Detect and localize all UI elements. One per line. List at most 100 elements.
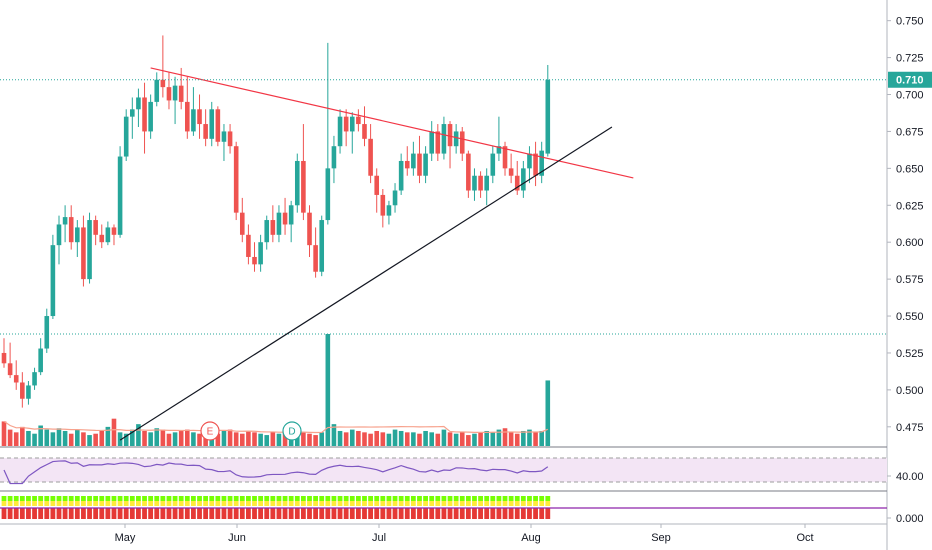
candle-body bbox=[13, 375, 19, 383]
candle-body bbox=[398, 160, 404, 191]
candle-body bbox=[123, 116, 129, 157]
oscillator-bottom-bar bbox=[13, 508, 19, 519]
oscillator-mid-bar bbox=[68, 501, 74, 506]
oscillator-mid-bar bbox=[111, 501, 117, 506]
oscillator-mid-bar bbox=[56, 501, 62, 506]
oscillator-mid-bar bbox=[166, 501, 172, 506]
oscillator-top-bar bbox=[435, 496, 441, 501]
oscillator-bottom-bar bbox=[50, 508, 56, 519]
oscillator-top-bar bbox=[93, 496, 99, 501]
volume-bar bbox=[172, 432, 178, 446]
volume-bar bbox=[392, 429, 398, 446]
oscillator-mid-bar bbox=[1, 501, 7, 506]
volume-bar bbox=[429, 432, 434, 446]
oscillator-top-bar bbox=[337, 496, 343, 501]
oscillator-bottom-bar bbox=[1, 508, 7, 519]
oscillator-mid-bar bbox=[465, 501, 471, 506]
oscillator-bottom-bar bbox=[423, 508, 428, 519]
price-tick-label: 0.625 bbox=[896, 200, 924, 212]
candle-body bbox=[68, 217, 74, 243]
oscillator-top-bar bbox=[74, 496, 80, 501]
oscillator-top-bar bbox=[172, 496, 178, 501]
candle-body bbox=[1, 352, 7, 364]
rsi-line bbox=[3, 460, 549, 485]
oscillator-bottom-bar bbox=[508, 508, 514, 519]
volume-bar bbox=[331, 424, 337, 446]
volume-bar bbox=[227, 429, 233, 446]
oscillator-mid-bar bbox=[123, 501, 129, 506]
oscillator-bottom-bar bbox=[545, 508, 551, 519]
oscillator-bottom-bar bbox=[313, 508, 319, 519]
candle-body bbox=[221, 131, 227, 142]
oscillator-mid-bar bbox=[209, 501, 215, 506]
oscillator-top-bar bbox=[209, 496, 215, 501]
oscillator-bottom-bar bbox=[307, 508, 312, 519]
oscillator-mid-bar bbox=[44, 501, 50, 506]
candle-body bbox=[325, 168, 331, 221]
candle-body bbox=[117, 156, 123, 235]
oscillator-mid-bar bbox=[282, 501, 288, 506]
candle-body bbox=[215, 109, 221, 142]
oscillator-bottom-bar bbox=[184, 508, 190, 519]
oscillator-bottom-bar bbox=[68, 508, 74, 519]
oscillator-mid-bar bbox=[239, 501, 245, 506]
oscillator-bottom-bar bbox=[93, 508, 99, 519]
oscillator-bottom-bar bbox=[520, 508, 526, 519]
oscillator-top-bar bbox=[319, 496, 325, 501]
oscillator-top-bar bbox=[233, 496, 239, 501]
oscillator-mid-bar bbox=[514, 501, 520, 506]
volume-bar bbox=[502, 428, 508, 446]
oscillator-top-bar bbox=[239, 496, 245, 501]
oscillator-mid-bar bbox=[429, 501, 435, 506]
oscillator-bottom-bar bbox=[484, 508, 490, 519]
oscillator-bottom-bar bbox=[490, 508, 496, 519]
price-axis[interactable]: 0.750 0.725 0.700 0.675 0.650 0.625 0.600 0.575… bbox=[0, 16, 932, 434]
oscillator-mid-bar bbox=[172, 501, 178, 506]
candle-body bbox=[508, 168, 514, 176]
oscillator-mid-bar bbox=[362, 501, 367, 506]
oscillator-mid-bar bbox=[539, 501, 545, 506]
oscillator-top-bar bbox=[166, 496, 172, 501]
candle-body bbox=[258, 242, 263, 265]
volume-bar bbox=[221, 430, 227, 446]
trendlines[interactable] bbox=[119, 67, 634, 441]
candle-body bbox=[197, 109, 202, 125]
volume-bar bbox=[44, 429, 50, 446]
oscillator-mid-bar bbox=[276, 501, 282, 506]
oscillator-top-bar bbox=[227, 496, 233, 501]
candle-body bbox=[270, 220, 276, 235]
oscillator-bottom-bar bbox=[74, 508, 80, 519]
oscillator-top-bar bbox=[392, 496, 398, 501]
oscillator-top-bar bbox=[178, 496, 184, 501]
candle-body bbox=[178, 85, 184, 102]
volume-bar bbox=[148, 432, 153, 446]
volume-bar bbox=[325, 334, 331, 446]
oscillator-bottom-bar bbox=[300, 508, 306, 519]
oscillator-top-bar bbox=[160, 496, 166, 501]
oscillator-bottom-bar bbox=[197, 508, 202, 519]
candle-body bbox=[411, 153, 416, 169]
oscillator-mid-bar bbox=[337, 501, 343, 506]
price-tick-label: 0.700 bbox=[896, 90, 924, 102]
oscillator-top-bar bbox=[533, 496, 538, 501]
oscillator-bottom-bar bbox=[105, 508, 111, 519]
oscillator-mid-bar bbox=[404, 501, 410, 506]
candle-body bbox=[404, 160, 410, 169]
time-axis[interactable]: May Jun Jul Aug Sep Oct bbox=[115, 524, 814, 544]
oscillator-mid-bar bbox=[453, 501, 459, 506]
oscillator-top-bar bbox=[32, 496, 37, 501]
volume-bar bbox=[362, 432, 367, 446]
volume-bar bbox=[13, 432, 19, 446]
candle-body bbox=[423, 153, 428, 176]
volume-bar bbox=[398, 430, 404, 446]
oscillator-mid-bar bbox=[87, 501, 92, 506]
oscillator-top-bar bbox=[527, 496, 532, 501]
time-tick-label: Aug bbox=[521, 532, 541, 544]
oscillator-bottom-bar bbox=[56, 508, 62, 519]
candle-body bbox=[502, 146, 508, 169]
oscillator-top-bar bbox=[44, 496, 50, 501]
price-tick-label: 0.600 bbox=[896, 237, 924, 249]
oscillator-top-bar bbox=[362, 496, 367, 501]
